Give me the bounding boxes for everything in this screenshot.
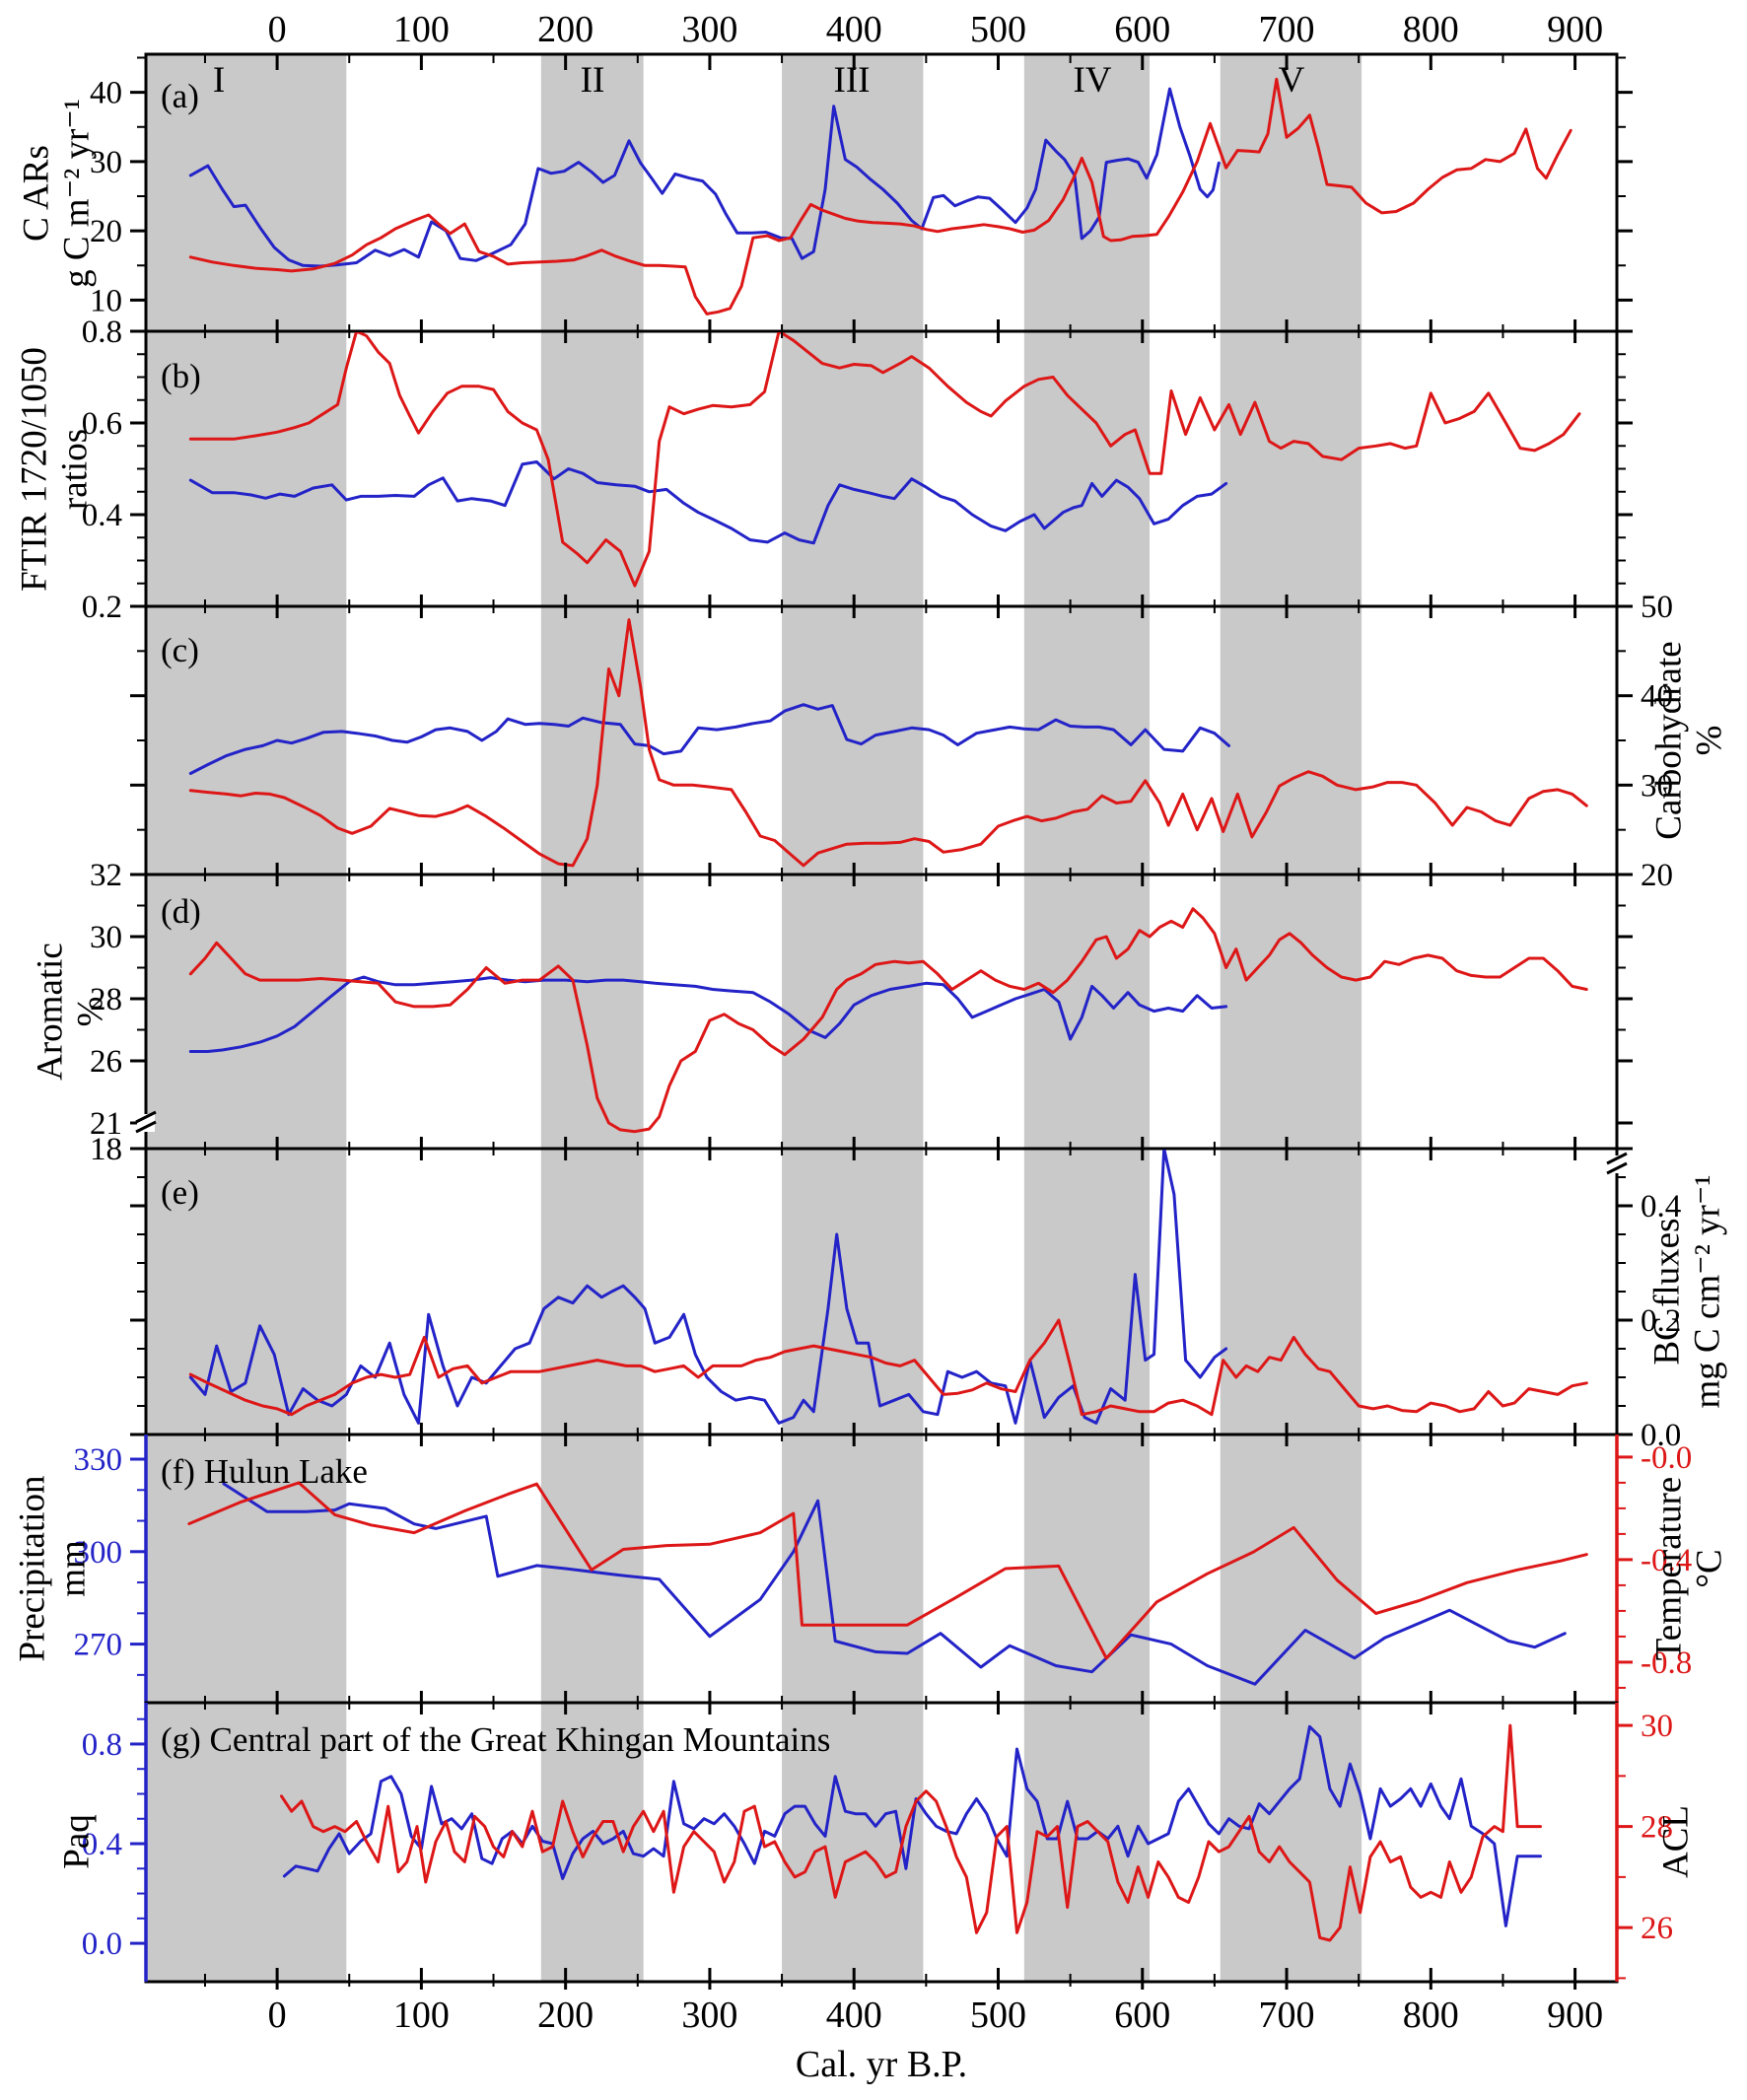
tick-label: 50 xyxy=(1641,590,1673,625)
tick-label: 700 xyxy=(1259,9,1315,50)
tick-label: 30 xyxy=(1641,768,1673,804)
tick-label: 800 xyxy=(1403,9,1459,50)
tick-label: 100 xyxy=(393,9,450,50)
tick-label: 0.6 xyxy=(82,406,122,442)
series-carbohydrate-red xyxy=(188,618,1588,868)
tick-label: 0.4 xyxy=(82,498,122,533)
panel-label-g: (g) Central part of the Great Khingan Mo… xyxy=(161,1720,831,1759)
tick-label: 0.4 xyxy=(82,1827,122,1862)
tick-label: -0.4 xyxy=(1641,1543,1692,1578)
series-aromatic-red xyxy=(188,907,1588,1134)
tick-label: 400 xyxy=(826,1995,882,2036)
tick-label: 400 xyxy=(826,9,882,50)
panel-label-a: (a) xyxy=(161,77,199,115)
tick-label: 900 xyxy=(1547,9,1603,50)
tick-label: 600 xyxy=(1114,9,1170,50)
tick-label: 26 xyxy=(1641,1911,1673,1946)
axis-title-acl: ACL xyxy=(1655,1805,1697,1878)
zone-label-5: V xyxy=(1278,60,1305,101)
panel-label-d: (d) xyxy=(161,892,201,931)
tick-label: 0.4 xyxy=(1641,1189,1681,1225)
tick-label: 500 xyxy=(970,9,1026,50)
tick-label: 0.2 xyxy=(82,590,122,625)
axis-title-aromatic: Aromatic % xyxy=(30,943,111,1081)
tick-label: 0.2 xyxy=(1641,1303,1681,1339)
tick-label: 600 xyxy=(1114,1995,1170,2036)
series-precipitation-blue xyxy=(222,1482,1567,1686)
tick-label: 0 xyxy=(268,9,287,50)
tick-label: 40 xyxy=(90,76,122,111)
tick-label: 100 xyxy=(393,1995,450,2036)
series-carbon-accumulation-red xyxy=(188,77,1572,315)
series-bc-flux-red xyxy=(188,1318,1588,1417)
zone-band-V xyxy=(1220,54,1363,1982)
panel-label-c: (c) xyxy=(161,631,199,669)
tick-label: 30 xyxy=(1641,1709,1673,1744)
tick-label: 30 xyxy=(90,145,122,180)
tick-label: 20 xyxy=(90,214,122,249)
axis-title-precipitation: Precipitation mm xyxy=(12,1475,94,1662)
zone-label-2: II xyxy=(580,60,605,101)
tick-label: 500 xyxy=(970,1995,1026,2036)
axis-title-temperature: Temperature °C xyxy=(1648,1476,1730,1661)
tick-label: 26 xyxy=(90,1044,122,1080)
zone-band-II xyxy=(540,54,644,1982)
zone-band-III xyxy=(782,54,924,1982)
tick-label: 800 xyxy=(1403,1995,1459,2036)
zone-band-IV xyxy=(1023,54,1151,1982)
panel-label-f: (f) Hulun Lake xyxy=(161,1452,368,1491)
series-ftir-blue xyxy=(188,460,1228,545)
tick-label: 200 xyxy=(537,9,594,50)
series-ftir-red xyxy=(188,332,1581,588)
tick-label: 700 xyxy=(1259,1995,1315,2036)
axis-title-carbohydrate: Carbohydrate % xyxy=(1648,641,1730,840)
axis-title-cars: C ARs g C m⁻² yr⁻¹ xyxy=(16,99,98,288)
tick-label: 18 xyxy=(90,1132,122,1167)
tick-label: 40 xyxy=(1641,679,1673,715)
axis-title-ftir: FTIR 1720/1050 ratios xyxy=(14,347,96,592)
tick-label: 0.0 xyxy=(1641,1418,1681,1453)
tick-label: 30 xyxy=(90,920,122,955)
series-aromatic-blue xyxy=(188,975,1228,1053)
tick-label: 28 xyxy=(90,982,122,1017)
tick-label: 10 xyxy=(90,283,122,318)
tick-label: 300 xyxy=(681,1995,737,2036)
tick-label: -0.0 xyxy=(1641,1440,1692,1476)
tick-label: 32 xyxy=(90,858,122,893)
series-acl-red xyxy=(280,1723,1542,1942)
zone-band-I xyxy=(146,54,347,1982)
series-temperature-red xyxy=(187,1481,1588,1660)
tick-label: 0.8 xyxy=(82,315,122,350)
tick-label: 0.0 xyxy=(82,1926,122,1962)
tick-label: 300 xyxy=(681,9,737,50)
panel-label-e: (e) xyxy=(161,1173,199,1212)
zone-label-4: IV xyxy=(1073,60,1112,101)
tick-label: 20 xyxy=(1641,858,1673,893)
tick-label: 21 xyxy=(90,1106,122,1142)
zone-label-3: III xyxy=(833,60,871,101)
tick-label: 300 xyxy=(74,1535,123,1571)
tick-label: 0 xyxy=(268,1995,287,2036)
tick-label: 330 xyxy=(74,1442,123,1478)
tick-label: -0.8 xyxy=(1641,1645,1692,1681)
series-bc-flux-blue xyxy=(188,1150,1228,1425)
tick-label: 200 xyxy=(537,1995,594,2036)
panel-label-b: (b) xyxy=(161,357,201,395)
series-carbon-accumulation-blue xyxy=(188,87,1221,268)
series-carbohydrate-blue xyxy=(188,703,1230,775)
tick-label: 900 xyxy=(1547,1995,1603,2036)
tick-label: 28 xyxy=(1641,1810,1673,1846)
axis-title-bc-fluxes: BC fluxes mg C cm⁻² yr⁻¹ xyxy=(1646,1174,1728,1409)
zone-label-1: I xyxy=(212,60,226,101)
tick-label: 270 xyxy=(74,1628,123,1663)
tick-label: 0.8 xyxy=(82,1727,122,1763)
axis-title-paq: Paq xyxy=(56,1814,98,1869)
x-axis-label: Cal. yr B.P. xyxy=(795,2044,968,2085)
